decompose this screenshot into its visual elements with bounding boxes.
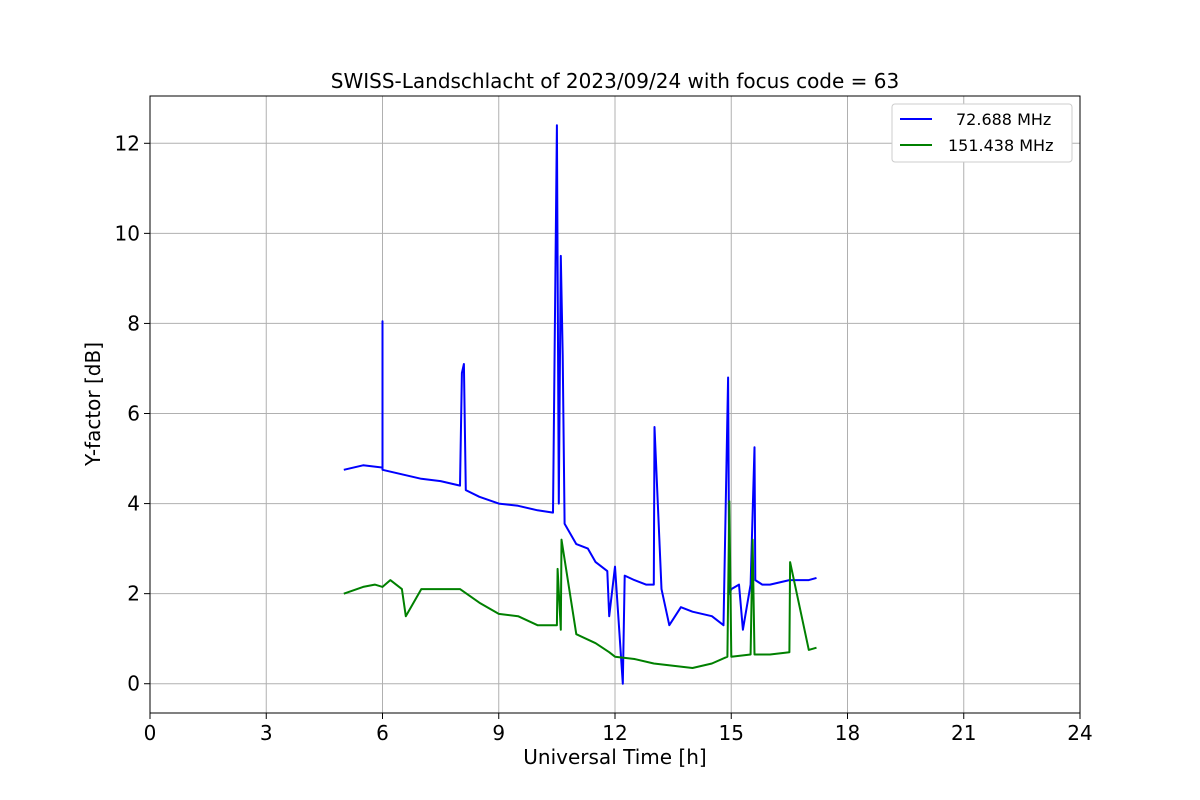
x-tick-label: 12 <box>602 721 627 745</box>
x-tick-label: 9 <box>492 721 505 745</box>
x-tick-label: 21 <box>951 721 976 745</box>
y-tick-label: 10 <box>115 221 140 245</box>
y-tick-label: 8 <box>127 311 140 335</box>
y-tick-label: 4 <box>127 492 140 516</box>
x-tick-label: 6 <box>376 721 389 745</box>
y-axis-label: Y-factor [dB] <box>81 342 105 467</box>
x-tick-label: 3 <box>260 721 273 745</box>
legend-label-2: 151.438 MHz <box>948 136 1053 155</box>
chart-title: SWISS-Landschlacht of 2023/09/24 with fo… <box>331 69 899 93</box>
x-axis-label: Universal Time [h] <box>523 745 706 769</box>
y-tick-label: 12 <box>115 131 140 155</box>
y-tick-label: 6 <box>127 402 140 426</box>
legend-box <box>891 103 1073 163</box>
series-line-1 <box>343 124 817 685</box>
legend: 72.688 MHz 151.438 MHz <box>891 103 1073 163</box>
x-tick-label: 15 <box>719 721 744 745</box>
series-layer <box>343 124 817 685</box>
x-tick-label: 18 <box>835 721 860 745</box>
series-line-2 <box>343 500 817 669</box>
x-tick-label: 0 <box>144 721 157 745</box>
x-tick-label: 24 <box>1067 721 1092 745</box>
y-tick-label: 0 <box>127 672 140 696</box>
y-tick-label: 2 <box>127 582 140 606</box>
legend-label-1: 72.688 MHz <box>956 110 1051 129</box>
